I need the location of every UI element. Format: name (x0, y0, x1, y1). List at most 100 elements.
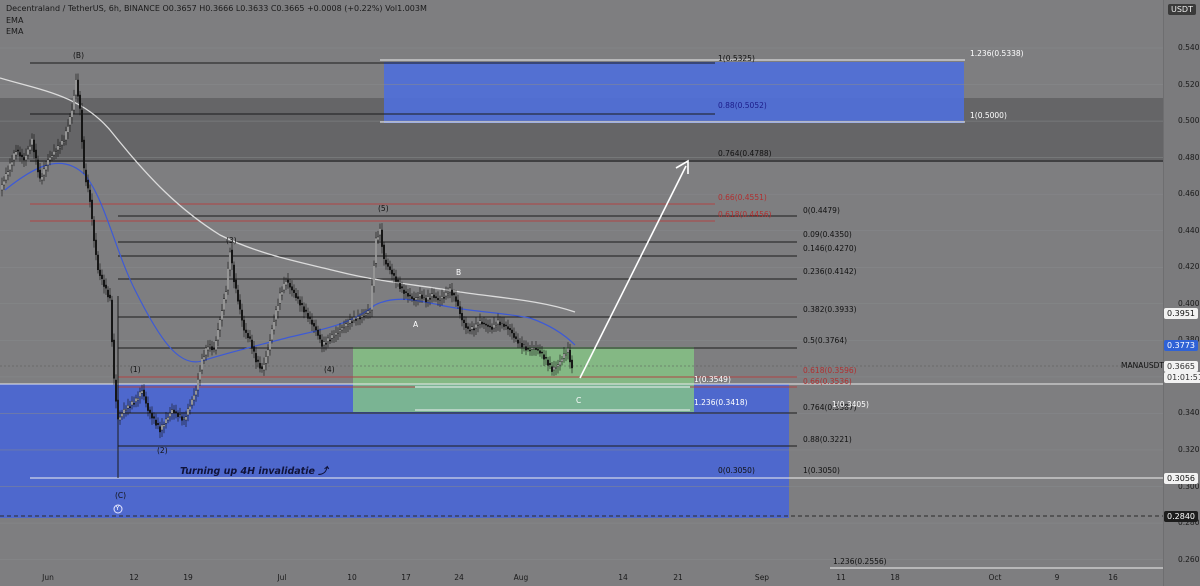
time-tick-label: 18 (890, 573, 900, 582)
candle-body (397, 279, 400, 282)
time-tick-label: 10 (347, 573, 357, 582)
candle-body (35, 149, 38, 159)
candle-body (130, 401, 133, 406)
candle-body (263, 363, 266, 371)
time-tick-label: Aug (513, 573, 529, 582)
candle-body (289, 283, 292, 288)
candle-body (64, 130, 67, 141)
candle-body (311, 319, 314, 325)
time-tick-label: 17 (401, 573, 411, 582)
time-tick-label: 16 (1108, 573, 1118, 582)
fib-label: 1.236(0.5338) (970, 49, 1024, 58)
wave-label-5: (5) (378, 204, 389, 213)
fib-label: 0.66(0.4551) (718, 193, 767, 202)
candle-body (1, 184, 4, 191)
candle-body (76, 79, 79, 97)
candle-body (220, 310, 223, 321)
blue-target-zone (384, 62, 964, 123)
y-circle-icon (113, 504, 123, 514)
candle-body (279, 292, 282, 304)
fib-label: 0(0.3050) (718, 466, 755, 475)
candle-body (409, 294, 412, 297)
candle-body (275, 309, 278, 321)
fib-label: 1.236(0.2556) (833, 557, 887, 566)
candle-body (238, 299, 241, 310)
candle-body (489, 325, 492, 328)
candle-body (230, 249, 233, 264)
candle-body (49, 156, 52, 161)
candle-body (59, 146, 62, 149)
fib-label: 0.382(0.3933) (803, 305, 857, 314)
candle-body (305, 309, 308, 312)
candle-body (184, 416, 187, 421)
time-axis[interactable]: Jun 12 19 Jul 10 17 24 Aug 14 21 Sep 11 18 Oct 9 16 (0, 571, 1163, 586)
candle-body (222, 298, 225, 311)
candle-body (373, 264, 376, 287)
candle-body (41, 176, 44, 181)
candle-body (267, 349, 270, 357)
symbol-ohlc-header[interactable]: Decentraland / TetherUS, 6h, BINANCE O0.… (6, 4, 427, 13)
candle-body (47, 159, 50, 166)
candle-body (511, 329, 514, 334)
candle-body (337, 332, 340, 334)
candle-body (186, 408, 189, 416)
time-tick-label: Jul (277, 573, 287, 582)
candle-body (178, 414, 181, 416)
candle-body (176, 413, 179, 417)
candle-body (383, 244, 386, 259)
fib-label: 0.764(0.4788) (718, 149, 772, 158)
candle-body (254, 353, 257, 363)
candle-body (453, 293, 456, 296)
price-tick-label: 0.2600 (1178, 554, 1200, 564)
candle-body (565, 353, 568, 356)
candle-body (100, 274, 103, 280)
candle-body (90, 199, 93, 219)
wave-label-a: A (413, 320, 419, 329)
candle-body (124, 409, 127, 411)
candle-body (445, 292, 448, 297)
candle-body (152, 416, 155, 419)
fib-label: 1(0.5000) (970, 111, 1007, 120)
candle-body (419, 293, 422, 297)
candle-body (273, 321, 276, 331)
candle-body (39, 169, 42, 179)
candle-body (29, 146, 32, 151)
candle-body (8, 162, 11, 171)
fib-label: 0.146(0.4270) (803, 244, 857, 253)
candle-body (329, 339, 332, 342)
candle-body (140, 390, 143, 394)
candle-body (132, 403, 135, 405)
candle-body (545, 357, 548, 359)
time-tick-label: 19 (183, 573, 193, 582)
candle-body (351, 321, 354, 323)
candle-body (379, 227, 382, 236)
candle-body (483, 322, 486, 325)
invalidation-annotation[interactable]: Turning up 4H invalidatie ⤴ (180, 466, 328, 477)
candle-body (509, 328, 512, 331)
price-badge-2840: 0.2840 (1164, 511, 1198, 522)
ema-white-line (0, 77, 576, 313)
candle-body (242, 319, 245, 331)
fib-label: 0.09(0.4350) (803, 230, 852, 239)
price-tick-label: 0.3800 (1178, 335, 1200, 344)
ema-indicator-2[interactable]: EMA (6, 27, 24, 36)
fib-label: 0.88(0.5052) (718, 101, 767, 110)
wave-label-c-paren: (C) (115, 491, 127, 500)
currency-badge[interactable]: USDT (1168, 4, 1196, 15)
candle-body (353, 317, 356, 321)
candle-body (513, 333, 516, 338)
ema-indicator-1[interactable]: EMA (6, 16, 24, 25)
candle-body (61, 140, 64, 146)
candle-body (120, 413, 123, 417)
candle-body (244, 329, 247, 333)
fib-label: 0.5(0.3764) (803, 336, 848, 345)
candle-body (210, 346, 213, 351)
candle-body (104, 284, 107, 289)
candle-body (327, 337, 330, 342)
